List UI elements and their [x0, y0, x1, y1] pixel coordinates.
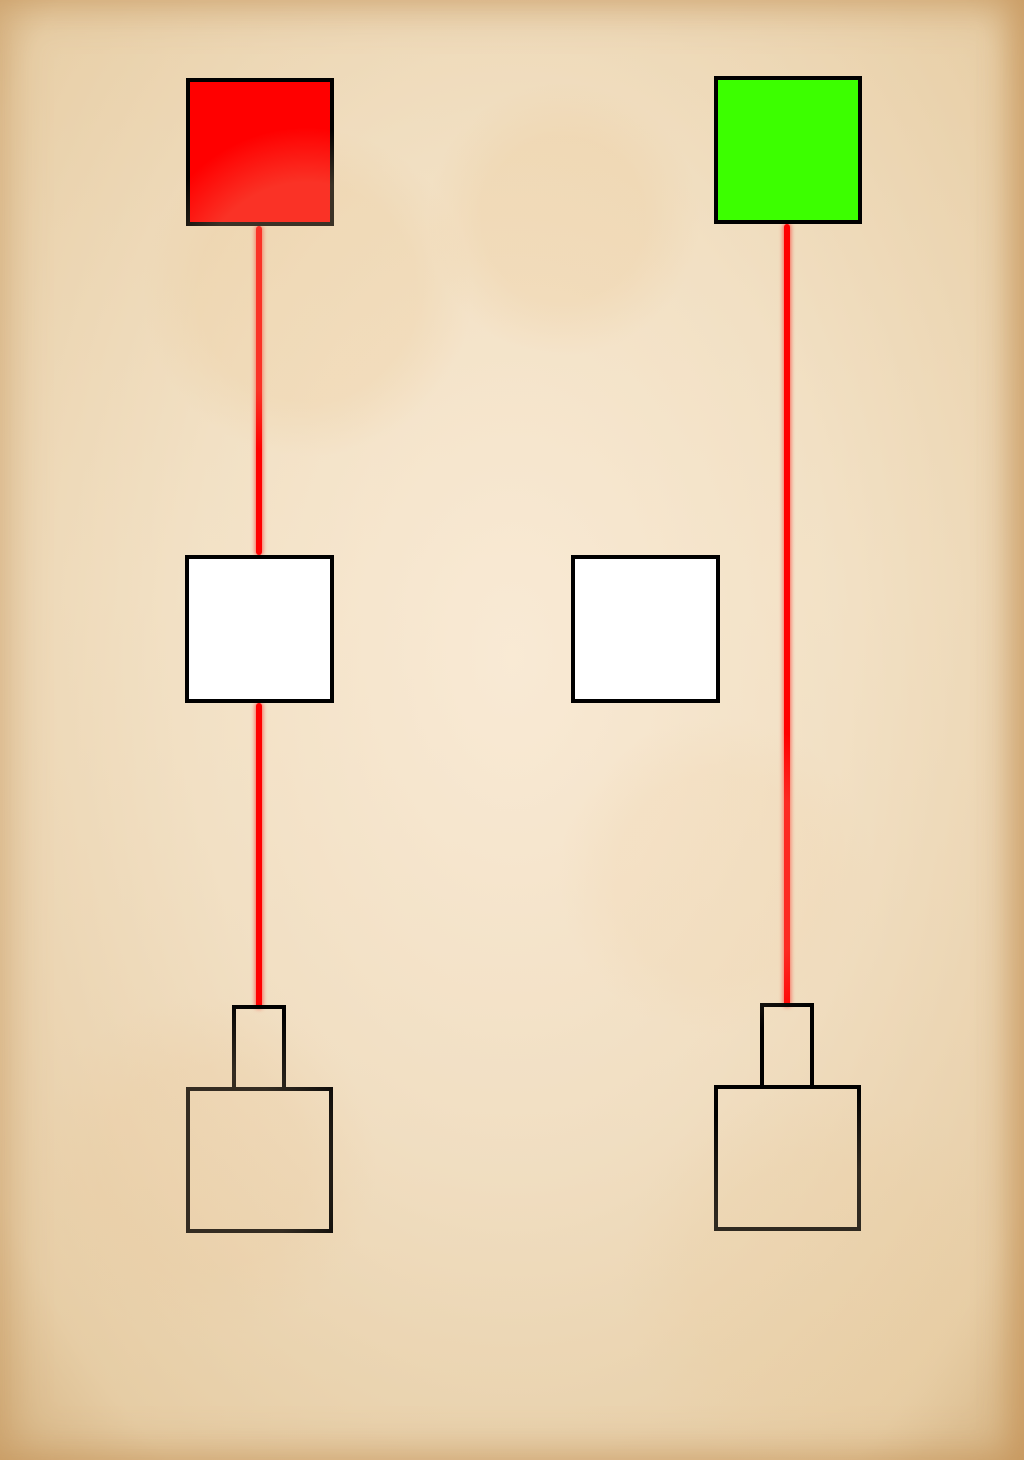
receiver-socket	[232, 1005, 286, 1091]
relay-tile-middle[interactable]	[571, 555, 720, 703]
receiver-base[interactable]	[186, 1087, 333, 1233]
relay-tile-left[interactable]	[185, 555, 334, 703]
wire-right	[784, 224, 790, 1006]
receiver-base[interactable]	[714, 1085, 861, 1231]
source-tile-red[interactable]	[186, 78, 334, 226]
receiver-right[interactable]	[714, 1003, 862, 1231]
wire-left-upper	[256, 226, 262, 555]
receiver-left[interactable]	[186, 1005, 334, 1233]
wire-left-lower	[256, 703, 262, 1008]
source-tile-green[interactable]	[714, 76, 862, 224]
receiver-socket	[760, 1003, 814, 1089]
